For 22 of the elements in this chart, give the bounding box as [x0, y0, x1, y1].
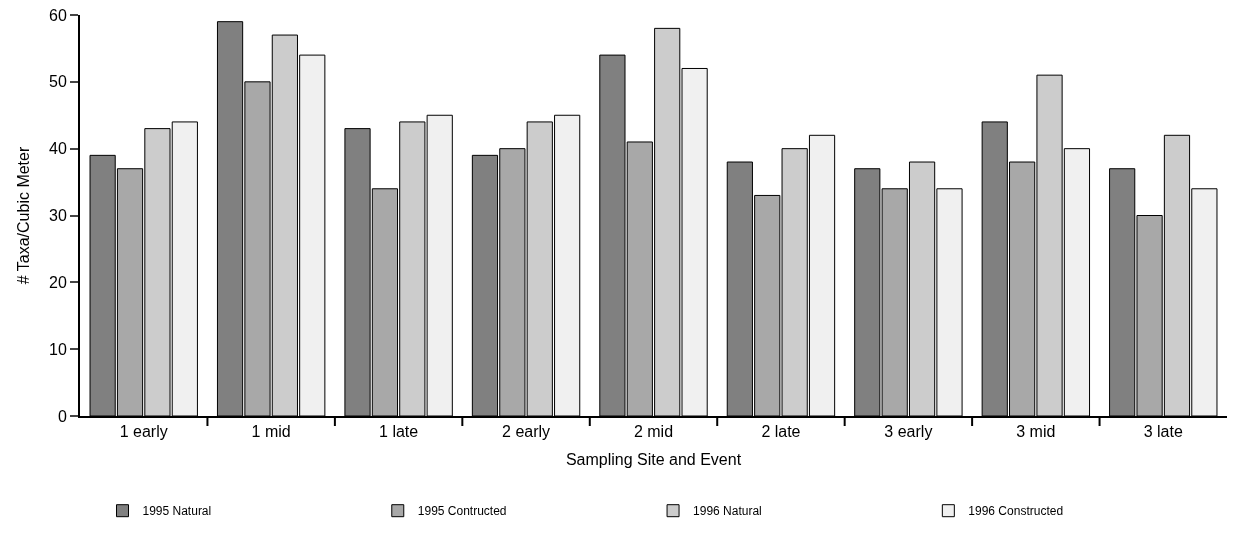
y-tick-label: 40: [49, 140, 67, 158]
y-tick-label: 0: [57, 407, 67, 425]
legend-label: 1996 Natural: [693, 504, 762, 519]
x-tick-label: 2 mid: [633, 423, 674, 441]
x-tick-label: 3 mid: [1016, 423, 1056, 441]
x-tick-label: 1 late: [379, 423, 419, 441]
legend-label: 1996 Constructed: [968, 504, 1064, 519]
y-axis-title: # Taxa/Cubic Meter: [15, 146, 33, 285]
legend-label: 1995 Contructed: [417, 504, 507, 519]
x-tick-label: 3 early: [884, 423, 933, 441]
x-tick-label: 2 early: [502, 423, 551, 441]
y-tick-label: 30: [49, 207, 67, 225]
x-tick-label: 1 early: [119, 423, 168, 441]
y-tick-label: 10: [49, 340, 67, 358]
y-tick-label: 20: [49, 273, 67, 291]
x-tick-label: 1 mid: [251, 423, 291, 441]
x-tick-label: 2 late: [761, 423, 801, 441]
y-tick-label: 50: [49, 73, 67, 91]
x-axis-title: Sampling Site and Event: [565, 451, 742, 469]
legend-label: 1995 Natural: [142, 504, 212, 519]
x-tick-label: 3 late: [1143, 423, 1183, 441]
y-tick-label: 60: [49, 6, 67, 24]
